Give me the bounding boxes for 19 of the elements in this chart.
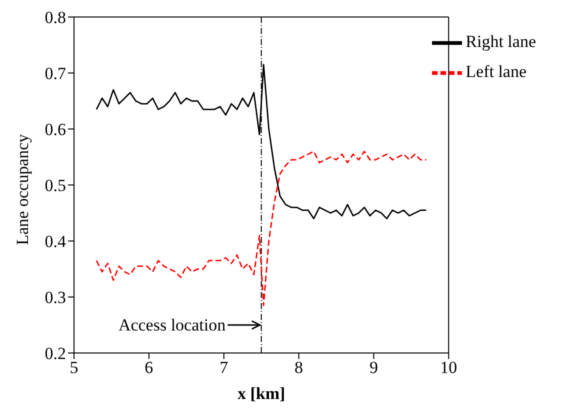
x-tick-label: 7 [220, 358, 229, 378]
y-tick-label: 0.8 [44, 8, 66, 28]
legend-label: Left lane [466, 62, 527, 81]
y-tick-label: 0.3 [44, 288, 66, 308]
y-tick-label: 0.6 [44, 120, 66, 140]
x-tick-label: 10 [440, 358, 458, 378]
annotation: Access location [118, 316, 226, 334]
y-axis-title: Lane occupancy [13, 134, 32, 245]
x-tick-label: 9 [369, 358, 378, 378]
legend-label: Right lane [466, 32, 536, 51]
y-tick-label: 0.2 [44, 344, 66, 364]
line-series [96, 150, 427, 306]
x-tick-label: 8 [294, 358, 304, 378]
x-axis-title: x [km] [237, 384, 286, 403]
y-tick-label: 0.7 [44, 64, 66, 84]
x-tick-label: 5 [70, 358, 78, 378]
y-tick-label: 0.5 [44, 176, 66, 196]
x-tick-label: 6 [144, 358, 154, 378]
y-tick-label: 0.4 [44, 232, 66, 252]
